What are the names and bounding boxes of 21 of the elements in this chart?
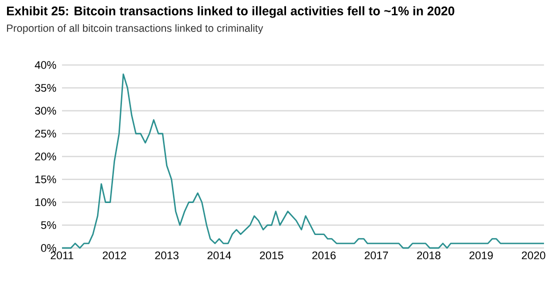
y-tick-label: 40% xyxy=(34,61,56,69)
y-tick-label: 30% xyxy=(34,106,56,115)
y-tick-label: 10% xyxy=(35,198,56,206)
x-tick-label: 2014 xyxy=(208,252,232,260)
x-tick-label: 2019 xyxy=(469,252,493,260)
x-tick-label: 2013 xyxy=(155,252,178,260)
y-tick-label: 35% xyxy=(34,84,56,92)
y-tick-label: 5% xyxy=(41,221,56,229)
x-tick-label: 2012 xyxy=(102,252,126,260)
x-tick-label: 2016 xyxy=(312,252,336,260)
y-tick-label: 0% xyxy=(41,244,56,252)
x-tick-label: 2020 xyxy=(522,252,546,260)
y-tick-label: 20% xyxy=(35,152,56,160)
chart-subtitle: Proportion of all bitcoin transactions linked to criminality xyxy=(7,24,264,34)
y-tick-label: 25% xyxy=(35,130,56,138)
x-tick-label: 2017 xyxy=(364,252,388,260)
x-tick-label: 2018 xyxy=(417,252,440,260)
x-tick-label: 2015 xyxy=(260,252,284,260)
x-tick-label: 2011 xyxy=(50,252,74,260)
y-tick-label: 15% xyxy=(35,176,56,184)
chart-title: Exhibit 25: Bitcoin transactions linked to illegal activities fell to ~1% in 2020 xyxy=(7,6,454,18)
